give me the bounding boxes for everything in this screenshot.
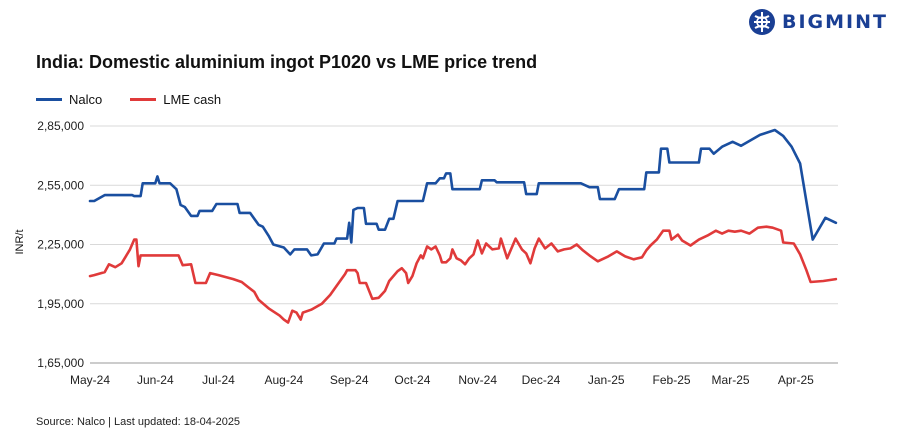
bigmint-globe-icon	[749, 9, 775, 35]
legend-label-lme-cash: LME cash	[163, 92, 222, 107]
series-line-nalco	[88, 128, 838, 257]
source-note: Source: Nalco | Last updated: 18-04-2025	[36, 416, 241, 428]
brand-name: BIGMINT	[782, 11, 888, 33]
x-tick-label: Jan-25	[588, 373, 625, 387]
price-trend-chart: 1,65,000 1,95,000 2,25,000 2,55,000 2,85,000…	[37, 119, 838, 387]
legend-item-lme-cash: LME cash	[130, 92, 221, 107]
x-tick-label: Nov-24	[458, 373, 497, 387]
x-tick-label: May-24	[70, 373, 110, 387]
x-tick-label: Feb-25	[653, 373, 691, 387]
bigmint-logo: BIGMINT	[748, 8, 888, 36]
series-line-lme-cash	[88, 225, 838, 324]
legend-swatch-lme-cash	[130, 98, 157, 101]
x-tick-label: Dec-24	[522, 373, 561, 387]
legend-item-nalco: Nalco	[36, 92, 102, 107]
legend-label-nalco: Nalco	[69, 92, 103, 107]
x-tick-label: Jul-24	[202, 373, 235, 387]
legend-swatch-nalco	[36, 98, 62, 101]
y-tick-label: 2,55,000	[37, 178, 84, 192]
x-tick-label: Oct-24	[394, 373, 430, 387]
x-tick-label: Apr-25	[778, 373, 814, 387]
chart-legend: Nalco LME cash	[36, 92, 249, 107]
y-tick-label: 2,85,000	[37, 119, 84, 133]
y-tick-label: 1,65,000	[37, 356, 84, 370]
x-tick-label: Jun-24	[137, 373, 174, 387]
x-tick-label: Aug-24	[264, 373, 303, 387]
y-tick-label: 1,95,000	[37, 297, 84, 311]
x-tick-label: Sep-24	[330, 373, 369, 387]
chart-title: India: Domestic aluminium ingot P1020 vs…	[36, 52, 538, 72]
x-tick-label: Mar-25	[712, 373, 750, 387]
y-tick-label: 2,25,000	[37, 238, 84, 252]
